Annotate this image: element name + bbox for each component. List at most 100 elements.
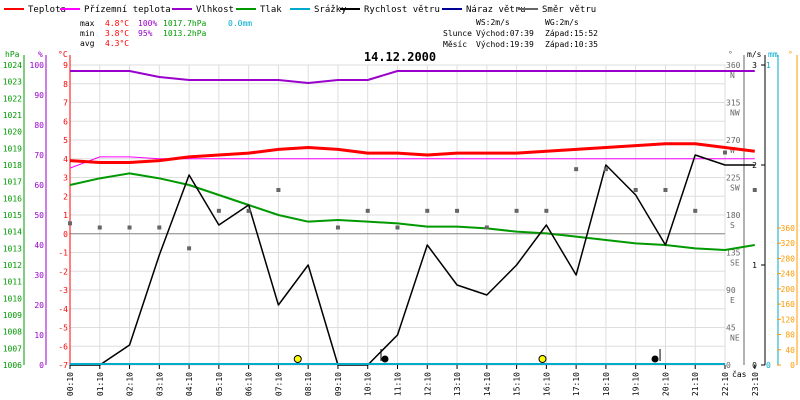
x-tick-9: 09:10: [334, 372, 343, 396]
legend-label-7: Směr větru: [542, 5, 596, 15]
dir-axis-unit: °: [728, 50, 733, 59]
stats-temp-1: 3.8°C: [105, 29, 129, 38]
series-5-point-8: [335, 225, 340, 230]
series-5-point-10: [395, 225, 400, 230]
hpa-tick-0: 1024: [3, 61, 22, 70]
x-tick-2: 02:10: [126, 372, 135, 396]
deg-tick-2: 280: [781, 254, 796, 263]
dir-compass-1: NW: [730, 109, 740, 118]
series-3-line: [69, 172, 755, 251]
hpa-tick-17: 1007: [3, 344, 22, 353]
legend-label-1: Přízemní teplota: [84, 5, 171, 15]
series-layer: [68, 70, 757, 366]
stats-sun-label: Slunce: [443, 29, 472, 38]
stats-press-0: 1017.7hPa: [163, 19, 207, 28]
hpa-tick-11: 1013: [3, 244, 22, 253]
stats-wg: WG:2m/s: [545, 18, 579, 27]
stats-label-2: avg: [80, 39, 95, 48]
series-5-point-9: [365, 208, 370, 213]
hpa-tick-6: 1018: [3, 161, 22, 170]
x-tick-20: 20:10: [661, 372, 670, 396]
temp-tick-4: 5: [63, 136, 68, 145]
temp-tick-10: -1: [58, 249, 68, 258]
x-tick-22: 22:10: [721, 372, 730, 396]
deg-tick-8: 40: [785, 346, 795, 355]
dir-tick-0: 360: [726, 61, 741, 70]
x-tick-8: 08:10: [304, 372, 313, 396]
series-5-point-1: [97, 225, 102, 230]
dir-tick-6: 90: [726, 286, 736, 295]
sunset-marker: [538, 355, 547, 363]
pct-tick-3: 70: [34, 151, 44, 160]
hpa-tick-14: 1010: [3, 294, 22, 303]
hpa-tick-4: 1020: [3, 128, 22, 137]
dir-compass-2: W: [730, 146, 735, 155]
dir-tick-2: 270: [726, 136, 741, 145]
pct-tick-1: 90: [34, 91, 44, 100]
temp-tick-9: 0: [63, 230, 68, 239]
stats-ws: WS:2m/s: [476, 18, 510, 27]
dir-compass-5: SE: [730, 259, 740, 268]
markers: [293, 349, 661, 363]
pct-tick-7: 30: [34, 271, 44, 280]
temp-axis-unit: °C: [58, 50, 68, 59]
rain-axis-unit: mm: [768, 50, 778, 59]
stats-sunrise: Východ:07:39: [476, 29, 534, 38]
x-tick-18: 18:10: [602, 372, 611, 396]
temp-tick-12: -3: [58, 286, 68, 295]
series-5-point-3: [157, 225, 162, 230]
x-tick-6: 06:10: [245, 372, 254, 396]
x-axis-label: čas: [732, 369, 747, 379]
hpa-axis-unit: hPa: [5, 50, 20, 59]
series-5-point-6: [246, 208, 251, 213]
x-tick-17: 17:10: [572, 372, 581, 396]
stats-press-1: 1013.2hPa: [163, 29, 207, 38]
hpa-tick-9: 1015: [3, 211, 22, 220]
series-5-point-21: [723, 150, 727, 155]
hpa-tick-1: 1023: [3, 78, 22, 87]
series-5-point-0: [68, 221, 72, 226]
pct-tick-9: 10: [34, 331, 44, 340]
series-5-point-11: [425, 208, 430, 213]
chart-date: 14.12.2000: [364, 50, 436, 64]
deg-tick-4: 200: [781, 285, 796, 294]
temp-tick-8: 1: [63, 211, 68, 220]
temp-tick-1: 8: [63, 80, 68, 89]
x-tick-23: 23:10: [751, 372, 760, 396]
ms-tick-0: 3: [752, 61, 757, 70]
x-tick-3: 03:10: [155, 372, 164, 396]
x-tick-13: 13:10: [453, 372, 462, 396]
hpa-tick-16: 1008: [3, 328, 22, 337]
stats-hum-1: 95%: [138, 29, 153, 38]
deg-tick-9: 0: [790, 361, 795, 370]
stats-hum-0: 100%: [138, 19, 157, 28]
legend: Teplota Přízemní teplota Vlhkost Tlak Srážky…: [4, 5, 596, 15]
pct-tick-8: 20: [34, 301, 44, 310]
stats-panel: max 4.8°C 100% 1017.7hPa 0.0mm min 3.8°C 95% 101…: [80, 18, 598, 49]
x-tick-15: 15:10: [513, 372, 522, 396]
pct-axis-unit: %: [38, 50, 43, 59]
x-tick-12: 12:10: [423, 372, 432, 396]
series-5-point-17: [603, 167, 608, 172]
temp-tick-15: -6: [58, 342, 68, 351]
x-tick-10: 10:10: [364, 372, 373, 396]
legend-label-6: Náraz větru: [466, 5, 526, 15]
temp-tick-16: -7: [58, 361, 68, 370]
rain-tick-0: 1: [766, 61, 771, 70]
x-tick-16: 16:10: [542, 372, 551, 396]
series-5-point-4: [187, 246, 192, 251]
stats-moonset: Západ:10:35: [545, 40, 598, 49]
x-tick-14: 14:10: [483, 372, 492, 396]
pct-tick-6: 40: [34, 241, 44, 250]
hpa-tick-5: 1019: [3, 144, 22, 153]
hpa-tick-3: 1021: [3, 111, 22, 120]
deg-tick-3: 240: [781, 270, 796, 279]
temp-tick-11: -2: [58, 267, 68, 276]
temp-tick-7: 2: [63, 192, 68, 201]
dir-tick-5: 135: [726, 249, 741, 258]
stats-moon-label: Měsíc: [443, 40, 467, 49]
pct-tick-4: 60: [34, 181, 44, 190]
stats-sunset: Západ:15:52: [545, 29, 598, 38]
stats-rain-0: 0.0mm: [228, 19, 252, 28]
